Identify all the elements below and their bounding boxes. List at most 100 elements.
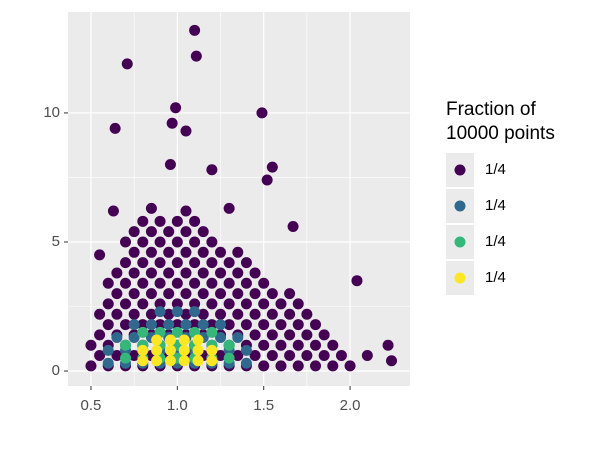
- point: [197, 267, 209, 279]
- point: [164, 334, 176, 346]
- point: [154, 215, 166, 227]
- point: [258, 339, 270, 351]
- point: [145, 288, 157, 300]
- point: [197, 226, 209, 238]
- point: [344, 360, 356, 372]
- point: [171, 306, 183, 318]
- point: [382, 339, 394, 351]
- point: [310, 339, 322, 351]
- point: [197, 288, 209, 300]
- point: [206, 326, 218, 338]
- point: [171, 298, 183, 310]
- point: [215, 308, 227, 320]
- point: [94, 249, 106, 261]
- point: [164, 159, 176, 171]
- point: [327, 339, 339, 351]
- point: [327, 360, 339, 372]
- point: [120, 352, 132, 364]
- point: [223, 298, 235, 310]
- point: [111, 331, 123, 343]
- point: [171, 257, 183, 269]
- legend-title: 10000 points: [446, 123, 555, 144]
- point: [180, 226, 192, 238]
- point: [189, 319, 201, 331]
- point: [189, 215, 201, 227]
- point: [164, 344, 176, 356]
- point: [128, 246, 140, 258]
- point: [163, 246, 175, 258]
- point: [189, 306, 201, 318]
- point: [178, 334, 190, 346]
- legend-label: 1/4: [485, 161, 506, 178]
- point: [335, 350, 347, 362]
- y-tick-label: 5: [52, 233, 60, 250]
- point: [240, 298, 252, 310]
- point: [145, 308, 157, 320]
- point: [192, 344, 204, 356]
- legend-title: Fraction of: [446, 99, 536, 120]
- point: [223, 277, 235, 289]
- point: [102, 319, 114, 331]
- point: [266, 329, 278, 341]
- point: [154, 319, 166, 331]
- point: [240, 319, 252, 331]
- point: [292, 339, 304, 351]
- point: [120, 236, 132, 248]
- point: [232, 288, 244, 300]
- point: [137, 344, 149, 356]
- point: [137, 236, 149, 248]
- point: [292, 360, 304, 372]
- point: [145, 267, 157, 279]
- point: [128, 288, 140, 300]
- point: [154, 306, 166, 318]
- point: [145, 246, 157, 258]
- point: [266, 350, 278, 362]
- point: [261, 174, 273, 186]
- point: [318, 329, 330, 341]
- point: [111, 267, 123, 279]
- point: [192, 355, 204, 367]
- point: [266, 308, 278, 320]
- point: [137, 215, 149, 227]
- point: [178, 355, 190, 367]
- point: [206, 298, 218, 310]
- point: [223, 202, 235, 214]
- point: [292, 319, 304, 331]
- point: [107, 205, 119, 217]
- legend-symbol: [454, 272, 466, 284]
- point: [206, 344, 218, 356]
- point: [215, 246, 227, 258]
- point: [206, 277, 218, 289]
- point: [258, 319, 270, 331]
- x-tick-label: 1.0: [167, 397, 188, 414]
- point: [206, 257, 218, 269]
- point: [256, 107, 268, 119]
- point: [249, 267, 261, 279]
- point: [163, 288, 175, 300]
- point: [137, 257, 149, 269]
- point: [137, 319, 149, 331]
- point: [111, 288, 123, 300]
- point: [197, 319, 209, 331]
- point: [154, 277, 166, 289]
- point: [232, 331, 244, 343]
- point: [120, 298, 132, 310]
- point: [232, 308, 244, 320]
- point: [180, 125, 192, 137]
- point: [249, 329, 261, 341]
- y-tick-label: 0: [52, 362, 60, 379]
- point: [102, 298, 114, 310]
- point: [240, 357, 252, 369]
- point: [215, 267, 227, 279]
- point: [180, 267, 192, 279]
- point: [275, 360, 287, 372]
- point: [232, 246, 244, 258]
- point: [171, 319, 183, 331]
- point: [166, 117, 178, 129]
- legend-label: 1/4: [485, 233, 506, 250]
- point: [145, 226, 157, 238]
- point: [128, 267, 140, 279]
- point: [137, 298, 149, 310]
- point: [109, 122, 121, 134]
- point: [284, 308, 296, 320]
